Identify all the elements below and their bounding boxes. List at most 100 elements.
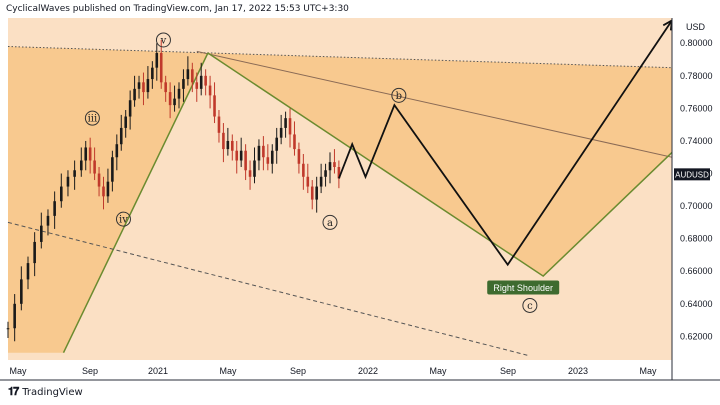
x-tick-label: May (219, 366, 237, 376)
candle-body (177, 88, 181, 99)
candle-body (279, 127, 283, 138)
y-tick-label: 0.70000 (680, 201, 713, 211)
candle-body (146, 79, 150, 93)
candle-body (119, 127, 123, 145)
y-tick-label: 0.68000 (680, 234, 713, 244)
y-tick-label: 0.78000 (680, 71, 713, 81)
candle-body (208, 85, 212, 96)
candle-body (275, 137, 279, 151)
candle-body (20, 279, 23, 304)
candle-body (88, 147, 92, 161)
candle-body (73, 170, 76, 177)
wave-label-circle-v (155, 32, 171, 48)
wave-label-b: b (396, 91, 402, 102)
candle-body (79, 160, 83, 171)
right-shoulder-badge (487, 280, 560, 295)
projected-wave-line (338, 19, 673, 267)
candle-body (191, 69, 194, 83)
candle-body (137, 82, 141, 89)
candle-body (310, 186, 314, 200)
candle-body (40, 225, 43, 242)
right-shoulder-fill (207, 53, 672, 277)
trend-lines (7, 46, 673, 357)
x-tick-label: May (429, 366, 447, 376)
wave-label-circle-b (391, 87, 407, 103)
x-tick-label: Sep (290, 366, 306, 376)
wave-label-iii: iii (88, 114, 98, 125)
wave-label-circle-iv (115, 211, 131, 227)
attribution-text: CyclicalWaves published on TradingView.c… (6, 4, 349, 14)
x-tick-label: Sep (82, 366, 98, 376)
candle-body (204, 75, 207, 86)
candle-body (66, 176, 70, 187)
candle-body (337, 167, 341, 179)
y-tick-label: 0.76000 (680, 103, 713, 113)
candle-body (213, 95, 216, 117)
tradingview-text: TradingView (22, 386, 83, 398)
candle-body (106, 181, 110, 197)
currency-label: USD (686, 22, 706, 32)
x-tick-label: 2023 (568, 366, 588, 376)
candle-body (293, 134, 296, 150)
candle-body (13, 303, 16, 329)
candle-body (306, 176, 310, 187)
x-tick-label: 2022 (358, 366, 378, 376)
x-tick-label: May (639, 366, 657, 376)
left-support-line (62, 52, 209, 354)
candle-body (142, 82, 145, 93)
candle-body (199, 75, 203, 89)
candle-body (133, 88, 136, 101)
wave-label-c: c (527, 301, 533, 312)
y-tick-label: 0.66000 (680, 266, 713, 276)
candle-body (319, 176, 323, 187)
candle-body (284, 118, 287, 128)
wave-label-circle-c (522, 297, 538, 313)
candle-body (168, 92, 172, 106)
candle-body (186, 69, 190, 80)
candle-body (262, 145, 265, 158)
candle-body (102, 186, 105, 197)
candle-body (6, 328, 10, 330)
candle-body (297, 149, 301, 164)
y-tick-label: 0.64000 (680, 299, 713, 309)
candle-body (59, 186, 63, 202)
candle-body (164, 82, 167, 93)
candle-body (151, 67, 154, 80)
candle-body (115, 144, 119, 158)
candle-body (182, 79, 185, 89)
candle-body (288, 118, 292, 135)
footer-logo[interactable]: 𝟏𝟕 TradingView (8, 385, 83, 399)
candle-body (230, 140, 234, 151)
right-shoulder-label: Right Shoulder (493, 283, 553, 293)
candle-body (217, 116, 221, 133)
wave-label-v: v (160, 35, 167, 46)
candle-body (128, 100, 132, 117)
price-scale-bg (672, 0, 720, 405)
wave-labels: iii iv v a b c Right Shoulder (84, 32, 560, 313)
resistance-dotted-line (7, 46, 673, 69)
wave-label-iv: iv (119, 215, 128, 226)
wave-label-circle-iii (84, 110, 100, 126)
x-tick-label: Sep (500, 366, 516, 376)
x-tick-label: 2021 (148, 366, 168, 376)
candles (6, 39, 341, 342)
candle-body (257, 145, 261, 161)
wave-label-circle-a (322, 214, 338, 230)
candle-body (97, 173, 101, 187)
candle-body (46, 215, 50, 226)
candle-body (33, 241, 36, 264)
candle-body (111, 157, 114, 182)
candle-body (248, 170, 252, 177)
last-price-tag (674, 168, 710, 181)
candle-body (253, 160, 256, 177)
candle-body (84, 147, 88, 161)
candle-body (124, 116, 127, 128)
candle-body (302, 163, 305, 177)
candle-body (324, 170, 327, 177)
tradingview-logo-icon: 𝟏𝟕 (8, 385, 19, 398)
candle-body (53, 201, 56, 216)
wave-label-a: a (327, 218, 333, 229)
